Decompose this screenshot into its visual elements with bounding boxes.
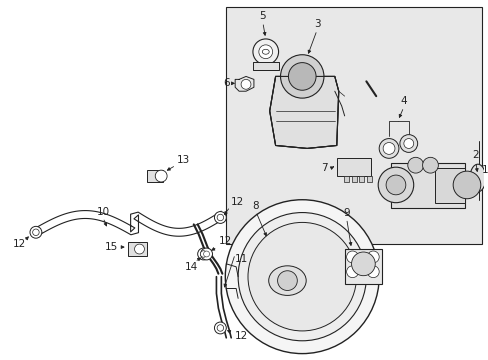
Text: 7: 7 [321,163,327,173]
Circle shape [134,244,144,254]
Text: 8: 8 [252,201,259,211]
Text: 12: 12 [235,331,248,341]
Circle shape [351,252,374,276]
Bar [344,249,381,284]
Bar [127,242,147,256]
Circle shape [200,251,206,257]
Bar [359,176,364,182]
Text: 15: 15 [104,242,118,252]
Text: 6: 6 [223,78,230,88]
Circle shape [33,229,39,235]
Text: 12: 12 [13,239,26,249]
Ellipse shape [469,164,485,192]
Bar [351,176,356,182]
Circle shape [217,325,223,331]
Text: 5: 5 [259,11,265,21]
Bar [434,168,464,203]
Text: 10: 10 [96,207,109,217]
Circle shape [258,45,272,59]
Circle shape [30,226,42,238]
Circle shape [383,143,394,154]
Circle shape [277,271,297,291]
Polygon shape [269,76,338,148]
Circle shape [366,266,378,278]
Circle shape [346,251,358,263]
Ellipse shape [262,49,269,54]
Circle shape [197,248,209,260]
Circle shape [346,266,358,278]
Circle shape [407,157,423,173]
Circle shape [217,214,223,221]
Circle shape [377,167,413,203]
Circle shape [214,212,226,224]
Text: 3: 3 [313,19,320,29]
Circle shape [288,63,315,90]
Text: 12: 12 [218,236,231,246]
Circle shape [247,222,356,331]
Bar [252,62,278,69]
Circle shape [386,175,405,195]
Bar [226,7,481,244]
Circle shape [399,135,417,152]
Circle shape [422,157,437,173]
Text: 4: 4 [400,96,407,106]
Circle shape [452,171,480,199]
Circle shape [155,170,167,182]
Text: 9: 9 [343,208,349,217]
Circle shape [241,80,250,89]
Circle shape [378,139,398,158]
Circle shape [403,139,413,148]
Text: 1: 1 [481,165,488,175]
Text: 12: 12 [231,197,244,207]
Text: 2: 2 [471,150,478,160]
Circle shape [252,39,278,64]
Text: 11: 11 [235,254,248,264]
Text: 14: 14 [185,262,198,272]
Circle shape [366,251,378,263]
Circle shape [203,251,209,257]
Circle shape [200,248,212,260]
Circle shape [238,212,366,341]
Circle shape [214,322,226,334]
Bar [343,176,348,182]
Bar [366,176,371,182]
Text: 13: 13 [177,155,190,165]
Bar [336,158,370,176]
Circle shape [225,200,378,354]
Bar [390,163,464,208]
Ellipse shape [268,266,305,296]
Circle shape [280,55,323,98]
Bar [147,170,163,182]
